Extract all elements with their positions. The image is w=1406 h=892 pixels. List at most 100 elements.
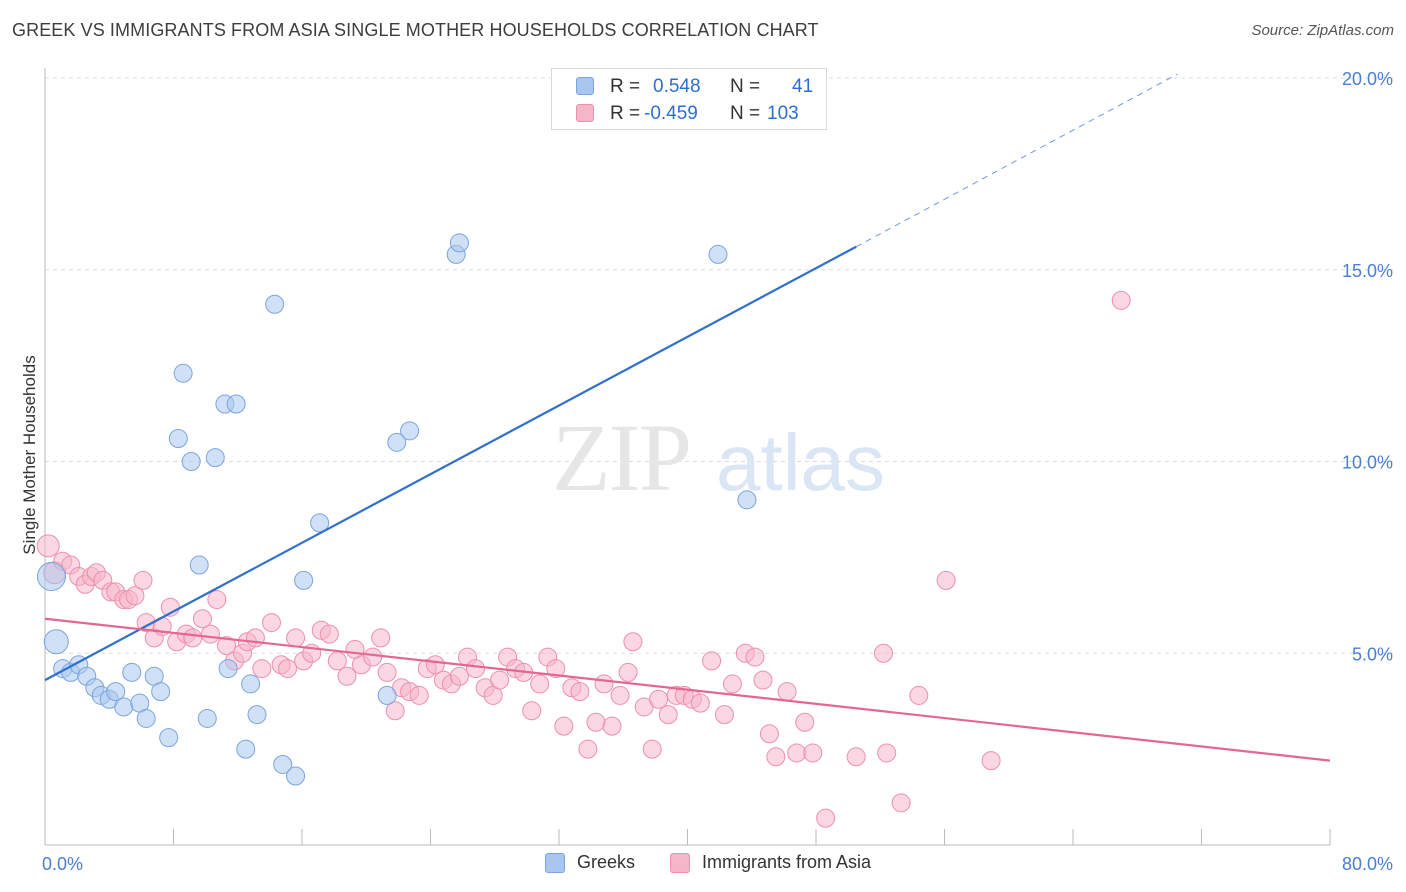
asia-point-25 xyxy=(217,636,237,656)
y-tick-labels: 5.0% 10.0% 15.0% 20.0% xyxy=(1342,69,1393,664)
asia-point-96 xyxy=(803,743,823,763)
asia-point-94 xyxy=(787,743,807,763)
asia-point-74 xyxy=(610,685,630,705)
asia-point-44 xyxy=(371,628,391,648)
asia-point-101 xyxy=(891,793,911,813)
asia-swatch xyxy=(670,853,690,873)
greek-point-20 xyxy=(189,555,209,575)
legend-row-greeks: R = 0.548 N = 41 xyxy=(552,74,826,100)
legend-row-asia: R = -0.459 N = 103 xyxy=(552,101,826,127)
asia-point-69 xyxy=(570,682,590,702)
greek-point-40 xyxy=(737,490,757,510)
greek-point-26 xyxy=(236,739,256,759)
gridlines xyxy=(45,77,1395,654)
asia-point-71 xyxy=(586,712,606,732)
greek-point-15 xyxy=(151,682,171,702)
greek-point-10 xyxy=(114,697,134,717)
asia-point-72 xyxy=(594,674,614,694)
n-value: 103 xyxy=(767,103,799,124)
asia-point-64 xyxy=(530,674,550,694)
greek-point-29 xyxy=(265,294,285,314)
asia-point-45 xyxy=(377,662,397,682)
greek-point-36 xyxy=(400,421,420,441)
greek-point-24 xyxy=(218,659,238,679)
greek-point-9 xyxy=(106,682,126,702)
x-tick-label-0: 0.0% xyxy=(42,854,83,874)
asia-point-23 xyxy=(200,624,220,644)
asia-points xyxy=(36,290,1131,828)
greek-point-28 xyxy=(247,705,267,725)
asia-point-79 xyxy=(649,689,669,709)
x-tick-label-1: 80.0% xyxy=(1342,854,1393,874)
asia-point-92 xyxy=(766,747,786,767)
greek-point-27 xyxy=(241,674,261,694)
asia-point-40 xyxy=(337,666,357,686)
r-label: R = xyxy=(610,76,641,97)
y-tick-label-0: 5.0% xyxy=(1352,644,1393,664)
asia-point-99 xyxy=(873,643,893,663)
asia-point-97 xyxy=(816,808,836,828)
asia-point-102 xyxy=(909,685,929,705)
asia-point-38 xyxy=(319,624,339,644)
greek-point-1 xyxy=(43,629,69,655)
asia-point-86 xyxy=(714,705,734,725)
y-tick-label-1: 10.0% xyxy=(1342,453,1393,473)
asia-point-59 xyxy=(490,670,510,690)
n-value: 41 xyxy=(792,76,814,97)
greek-point-39 xyxy=(708,244,728,264)
asia-point-21 xyxy=(183,628,203,648)
greek-point-38 xyxy=(449,233,469,253)
asia-point-76 xyxy=(623,632,643,652)
asia-point-103 xyxy=(936,570,956,590)
greek-point-33 xyxy=(310,513,330,533)
greek-point-35 xyxy=(387,432,407,452)
legend-label-greeks: Greeks xyxy=(577,852,636,872)
n-label: N = xyxy=(730,103,761,124)
asia-point-78 xyxy=(642,739,662,759)
greek-point-13 xyxy=(136,708,156,728)
x-tick-labels: 0.0% 80.0% xyxy=(42,854,1393,874)
greek-point-18 xyxy=(173,363,193,383)
asia-point-98 xyxy=(846,747,866,767)
asia-point-56 xyxy=(465,659,485,679)
y-tick-label-3: 20.0% xyxy=(1342,69,1393,89)
greek-point-0 xyxy=(36,562,66,592)
asia-trendline xyxy=(44,617,1331,762)
y-tick-label-2: 15.0% xyxy=(1342,261,1393,281)
r-value: -0.459 xyxy=(644,103,698,124)
greek-point-32 xyxy=(294,570,314,590)
asia-point-31 xyxy=(261,613,281,633)
greeks-swatch xyxy=(545,853,565,873)
asia-point-73 xyxy=(602,716,622,736)
greek-point-17 xyxy=(168,428,188,448)
asia-point-54 xyxy=(449,666,469,686)
legend-label-asia: Immigrants from Asia xyxy=(702,852,872,872)
source-label: Source: ZipAtlas.com xyxy=(1251,22,1394,39)
asia-point-30 xyxy=(252,659,272,679)
greeks-swatch xyxy=(576,77,594,95)
asia-point-90 xyxy=(753,670,773,690)
correlation-legend: R = 0.548 N = 41 R = -0.459 N = 103 xyxy=(551,68,827,130)
asia-point-34 xyxy=(286,628,306,648)
watermark: ZIP atlas xyxy=(552,404,885,511)
asia-point-63 xyxy=(522,701,542,721)
asia-point-70 xyxy=(578,739,598,759)
asia-point-39 xyxy=(327,651,347,671)
greek-point-16 xyxy=(159,728,179,748)
asia-point-46 xyxy=(385,701,405,721)
asia-point-22 xyxy=(192,609,212,629)
asia-point-91 xyxy=(759,724,779,744)
asia-point-87 xyxy=(722,674,742,694)
asia-point-13 xyxy=(125,586,145,606)
asia-point-75 xyxy=(618,662,638,682)
greek-point-22 xyxy=(205,448,225,468)
asia-point-84 xyxy=(690,693,710,713)
asia-point-66 xyxy=(546,659,566,679)
asia-point-100 xyxy=(877,743,897,763)
asia-point-24 xyxy=(207,590,227,610)
greeks-trendline-extension xyxy=(855,73,1178,248)
greeks-trendline xyxy=(44,245,857,682)
asia-point-29 xyxy=(245,628,265,648)
greek-point-21 xyxy=(197,708,217,728)
